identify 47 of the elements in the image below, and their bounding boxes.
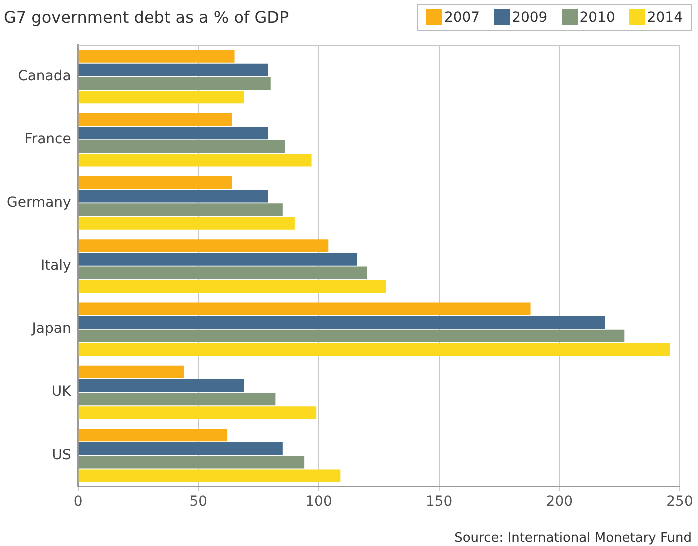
bar — [78, 343, 670, 356]
bar — [78, 456, 305, 469]
y-tick-label: Italy — [40, 258, 72, 274]
x-tick-label: 100 — [306, 494, 332, 510]
bar — [78, 302, 531, 316]
bar — [78, 50, 235, 63]
y-tick-label: Germany — [6, 194, 72, 211]
legend-label: 2010 — [578, 8, 616, 26]
bar — [78, 140, 286, 154]
bar — [78, 379, 244, 392]
bar — [78, 253, 358, 266]
bar — [78, 91, 244, 104]
bar — [78, 240, 329, 252]
bar — [78, 176, 232, 190]
bar — [78, 77, 271, 90]
y-tick-label: Japan — [31, 321, 72, 338]
bar — [78, 470, 341, 482]
y-tick-label: Canada — [18, 68, 72, 85]
source-note: Source: International Monetary Fund — [454, 531, 692, 546]
bar — [78, 330, 625, 343]
x-tick-label: 200 — [546, 494, 574, 510]
bar — [78, 154, 312, 167]
y-tick-label: UK — [52, 384, 72, 400]
bar — [78, 393, 276, 406]
bar — [78, 280, 386, 293]
bar — [78, 217, 295, 230]
x-tick-label: 150 — [426, 494, 453, 510]
x-tick-label: 50 — [190, 494, 208, 510]
y-tick-label: France — [24, 132, 72, 148]
legend-label: 2007 — [443, 8, 480, 26]
legend-label: 2014 — [646, 8, 683, 26]
x-tick-label: 250 — [666, 494, 694, 510]
bar — [78, 366, 184, 378]
bar — [78, 64, 268, 76]
bar — [78, 428, 228, 442]
bar — [78, 126, 268, 140]
x-tick-label: 0 — [74, 494, 83, 510]
bar — [78, 316, 606, 329]
bar — [78, 190, 268, 203]
bar — [78, 113, 232, 126]
y-tick-label: US — [52, 447, 72, 464]
bar — [78, 406, 317, 420]
legend-label: 2009 — [511, 8, 548, 26]
bar — [78, 204, 283, 216]
chart-title: G7 government debt as a % of GDP — [4, 8, 290, 26]
bar — [78, 442, 283, 456]
bar — [78, 266, 368, 280]
